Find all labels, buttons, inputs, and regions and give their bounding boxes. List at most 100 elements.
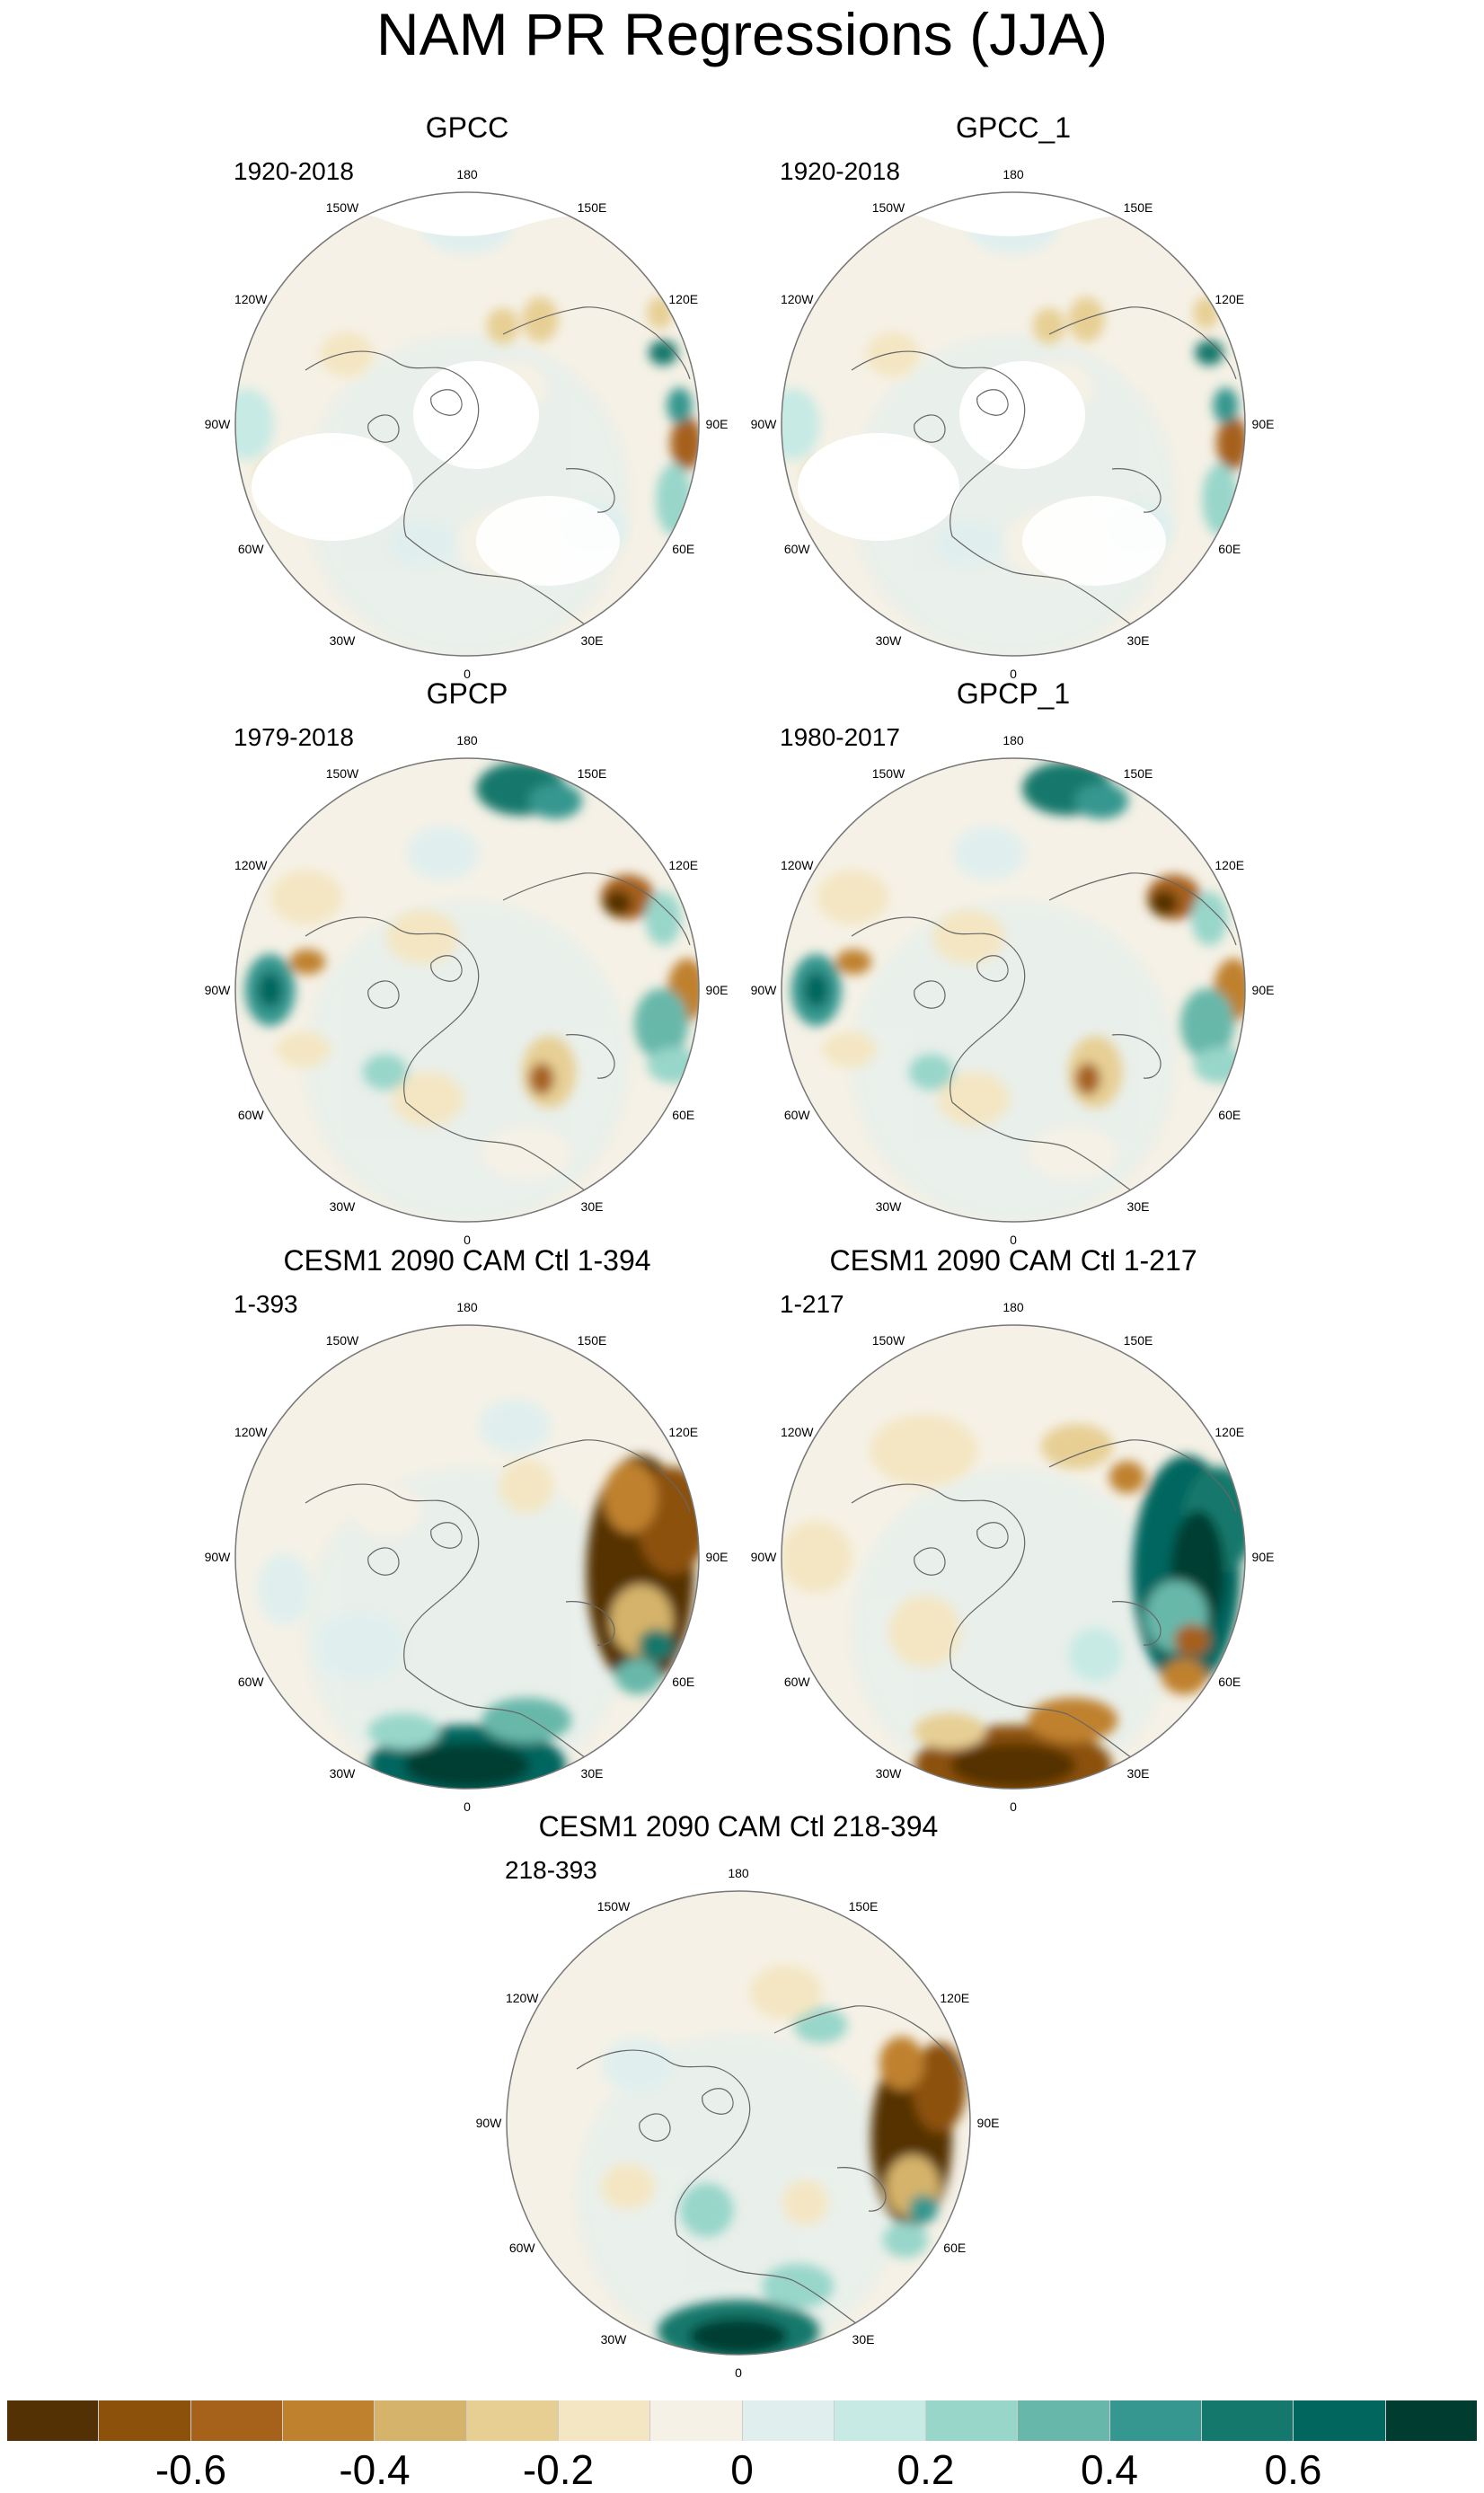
polar-map: 180 150E 120E 90E 60E 30E 0 30W 60W 90W 120W 150W: [476, 1866, 1000, 2380]
colorbar-box: [7, 2400, 100, 2441]
longitude-label: 60W: [784, 542, 811, 556]
anomaly-region: [1040, 1424, 1113, 1470]
coastline: [405, 1668, 522, 1715]
anomaly-region: [865, 332, 920, 377]
longitude-label: 90E: [977, 2116, 1000, 2130]
anomaly-region: [689, 2318, 788, 2355]
coastline: [639, 2113, 671, 2142]
coastline: [565, 1034, 615, 1079]
longitude-label: 120E: [1215, 292, 1244, 306]
coastline: [914, 1547, 946, 1576]
longitude-label: 30W: [876, 633, 903, 648]
coastline: [851, 1483, 1026, 1670]
coastline: [367, 980, 400, 1009]
coastline: [851, 350, 1026, 537]
longitude-label: 120E: [1215, 1425, 1244, 1439]
colorbar-box: [1018, 2400, 1110, 2441]
anomaly-region: [601, 2163, 656, 2209]
anomaly-region: [1074, 782, 1129, 819]
anomaly-region: [404, 1743, 530, 1789]
longitude-label: 120E: [1215, 858, 1244, 872]
anomaly-region: [1213, 387, 1239, 424]
anomaly-region: [347, 245, 402, 282]
anomaly-region: [481, 1126, 572, 1180]
period-label: 1979-2018: [234, 723, 354, 751]
coastline: [502, 872, 691, 946]
map-panel: CESM1 2090 CAM Ctl 1-217 180 150E 120E 90E 60…: [744, 1242, 1283, 1814]
anomaly-region: [289, 949, 326, 975]
anomaly-region: [386, 909, 459, 964]
coastline: [430, 955, 463, 982]
anomaly-region: [933, 521, 1006, 567]
anomaly-region: [1068, 296, 1105, 342]
polar-map: 180 150E 120E 90E 60E 30E 0 30W 60W 90W 120W 150W: [751, 167, 1275, 681]
map-boundary: [781, 191, 1246, 657]
longitude-label: 0: [464, 1799, 471, 1814]
longitude-label: 180: [1003, 167, 1024, 181]
longitude-label: 30E: [852, 2332, 875, 2347]
anomaly-region: [362, 1054, 408, 1091]
longitude-label: 60E: [672, 1675, 694, 1689]
anomaly-region: [908, 1054, 954, 1091]
anomaly-region: [679, 2182, 734, 2237]
anomaly-region: [649, 340, 678, 366]
longitude-label: 60E: [1218, 1108, 1241, 1122]
longitude-label: 90W: [205, 417, 232, 431]
longitude-label: 60W: [784, 1108, 811, 1122]
colorbar-box: [1294, 2400, 1386, 2441]
longitude-label: 0: [464, 667, 471, 681]
anomaly-region: [257, 972, 283, 1008]
panel-title: GPCC_1: [955, 111, 1072, 144]
anomaly-region: [1162, 1658, 1207, 1695]
anomaly-region: [937, 1072, 1010, 1127]
longitude-label: 120W: [234, 858, 268, 872]
anomaly-region: [367, 1712, 440, 1749]
coastline: [836, 2167, 887, 2212]
longitude-label: 120E: [668, 858, 698, 872]
anomaly-region: [528, 782, 583, 819]
map-boundary: [234, 1324, 700, 1790]
anomaly-region: [350, 1483, 423, 1538]
anomaly-region: [1032, 307, 1065, 344]
longitude-label: 150W: [326, 200, 359, 215]
colorbar-box: [1202, 2400, 1294, 2441]
period-label: 1980-2017: [780, 723, 900, 751]
longitude-label: 30E: [581, 1766, 604, 1781]
anomaly-region: [882, 2222, 928, 2259]
anomaly-region: [481, 1697, 572, 1743]
longitude-label: 30W: [330, 633, 357, 648]
longitude-label: 150E: [578, 766, 607, 781]
longitude-label: 150W: [326, 1333, 359, 1348]
anomaly-region: [782, 1521, 852, 1593]
longitude-label: 120W: [506, 1991, 539, 2005]
anomaly-region: [749, 1965, 822, 2020]
map-boundary: [234, 191, 700, 657]
coastline: [367, 1547, 400, 1576]
anomaly-region: [914, 1712, 986, 1749]
anomaly-region: [912, 2042, 967, 2133]
longitude-label: 150E: [849, 1899, 879, 1914]
coastline: [976, 389, 1009, 416]
longitude-label: 60E: [943, 2241, 966, 2255]
longitude-label: 90W: [751, 1550, 778, 1564]
polar-map: 180 150E 120E 90E 60E 30E 0 30W 60W 90W 120W 150W: [205, 167, 729, 681]
longitude-label: 60W: [509, 2241, 536, 2255]
anomaly-region: [1028, 1697, 1118, 1743]
period-label: 1920-2018: [234, 157, 354, 185]
polar-map: 180 150E 120E 90E 60E 30E 0 30W 60W 90W 120W 150W: [751, 733, 1275, 1247]
map-boundary: [781, 757, 1246, 1223]
colorbar-tick-label: -0.2: [522, 2446, 595, 2493]
anomaly-region: [817, 870, 889, 924]
coastline: [1048, 306, 1237, 380]
anomaly-region: [793, 2007, 848, 2044]
panel-title: CESM1 2090 CAM Ctl 218-394: [538, 1810, 939, 1843]
anomaly-region: [603, 890, 632, 916]
anomaly-region: [1179, 988, 1234, 1061]
period-label: 1-393: [234, 1290, 298, 1318]
coastline: [502, 1439, 691, 1513]
anomaly-region: [647, 1047, 699, 1083]
longitude-label: 60E: [1218, 1675, 1241, 1689]
anomaly-region: [257, 1552, 312, 1625]
anomaly-region: [270, 870, 343, 924]
map-panel: CESM1 2090 CAM Ctl 1-394 180 150E 120E 90E 60…: [198, 1242, 737, 1814]
